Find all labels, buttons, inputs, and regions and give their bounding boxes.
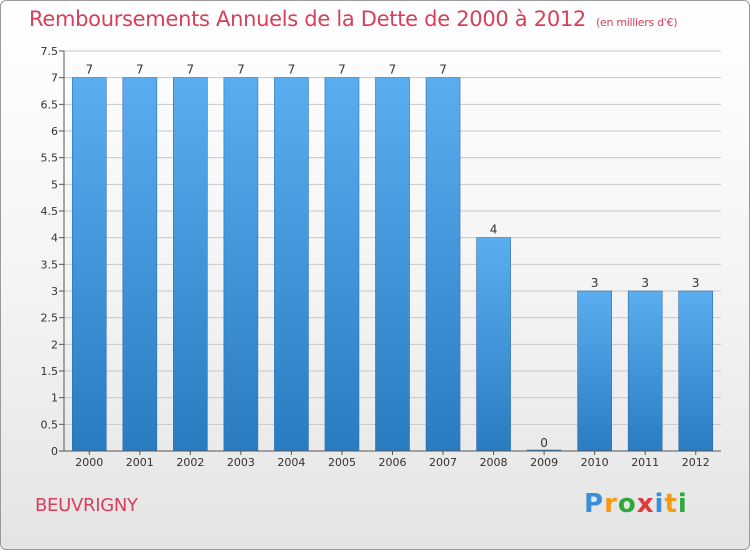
data-label: 7 bbox=[389, 63, 397, 77]
x-tick-label: 2001 bbox=[126, 456, 154, 469]
data-label: 7 bbox=[85, 63, 93, 77]
bar-2007 bbox=[425, 77, 461, 452]
data-label: 0 bbox=[540, 436, 548, 450]
data-label: 7 bbox=[187, 63, 195, 77]
data-label: 3 bbox=[591, 276, 599, 290]
logo-letter: t bbox=[664, 489, 678, 519]
axes bbox=[59, 50, 721, 455]
logo-letter: o bbox=[617, 489, 637, 519]
x-tick-label: 2008 bbox=[480, 456, 508, 469]
data-label: 7 bbox=[136, 63, 144, 77]
x-tick-label: 2006 bbox=[379, 456, 407, 469]
y-tick-label: 4 bbox=[51, 232, 58, 245]
logo-letter: x bbox=[636, 489, 655, 519]
y-tick-label: 5 bbox=[51, 178, 58, 191]
x-tick-label: 2005 bbox=[328, 456, 356, 469]
bar-2001 bbox=[122, 77, 158, 452]
data-label: 7 bbox=[288, 63, 296, 77]
logo-letter: P bbox=[584, 489, 605, 519]
y-tick-label: 6 bbox=[51, 125, 58, 138]
bar-2000 bbox=[71, 77, 107, 452]
bar-2006 bbox=[375, 77, 410, 452]
x-tick-label: 2000 bbox=[75, 456, 103, 469]
x-tick-label: 2009 bbox=[530, 456, 558, 469]
y-tick-label: 6.5 bbox=[41, 98, 59, 111]
logo-letter: i bbox=[677, 489, 688, 519]
proxiti-logo: Proxiti bbox=[584, 489, 688, 519]
x-tick-label: 2002 bbox=[176, 456, 204, 469]
y-tick-label: 7 bbox=[51, 72, 58, 85]
x-tick-label: 2010 bbox=[581, 456, 609, 469]
x-tick-label: 2011 bbox=[631, 456, 659, 469]
x-tick-label: 2007 bbox=[429, 456, 457, 469]
data-label: 7 bbox=[338, 63, 346, 77]
x-tick-label: 2003 bbox=[227, 456, 255, 469]
commune-name: BEUVRIGNY bbox=[35, 495, 138, 516]
bar-2008 bbox=[476, 237, 511, 452]
y-tick-label: 3 bbox=[51, 285, 58, 298]
data-label: 3 bbox=[692, 276, 700, 290]
y-tick-label: 0.5 bbox=[41, 418, 59, 431]
y-tick-label: 1.5 bbox=[41, 365, 59, 378]
bar-2005 bbox=[324, 77, 360, 452]
bar-2011 bbox=[627, 290, 663, 452]
data-label: 7 bbox=[439, 63, 447, 77]
chart-title: Remboursements Annuels de la Dette de 20… bbox=[29, 7, 677, 31]
x-tick-label: 2004 bbox=[277, 456, 305, 469]
title-text: Remboursements Annuels de la Dette de 20… bbox=[29, 7, 586, 31]
bars bbox=[71, 77, 714, 452]
y-tick-label: 1 bbox=[51, 392, 58, 405]
data-label: 7 bbox=[237, 63, 245, 77]
y-tick-label: 0 bbox=[51, 445, 58, 458]
y-tick-label: 5.5 bbox=[41, 152, 59, 165]
y-tick-label: 3.5 bbox=[41, 258, 59, 271]
bar-2010 bbox=[577, 290, 612, 452]
bar-2003 bbox=[223, 77, 259, 452]
bar-2012 bbox=[678, 290, 714, 452]
logo-letter: r bbox=[604, 489, 618, 519]
y-tick-label: 7.5 bbox=[41, 45, 59, 58]
logo-letter: i bbox=[654, 489, 665, 519]
bar-2004 bbox=[274, 77, 309, 452]
labels: 0 0.5 1 1.5 2 2.5 3 3.5 4 4.5 5 5.5 6 6.5 7 7.5 2000 7 200… bbox=[41, 45, 710, 469]
y-tick-label: 2.5 bbox=[41, 312, 59, 325]
y-tick-label: 4.5 bbox=[41, 205, 59, 218]
y-tick-label: 2 bbox=[51, 338, 58, 351]
chart-subtitle: (en milliers d'€) bbox=[596, 16, 678, 29]
data-label: 4 bbox=[490, 223, 498, 237]
x-tick-label: 2012 bbox=[682, 456, 710, 469]
data-label: 3 bbox=[641, 276, 649, 290]
bar-2002 bbox=[173, 77, 208, 452]
